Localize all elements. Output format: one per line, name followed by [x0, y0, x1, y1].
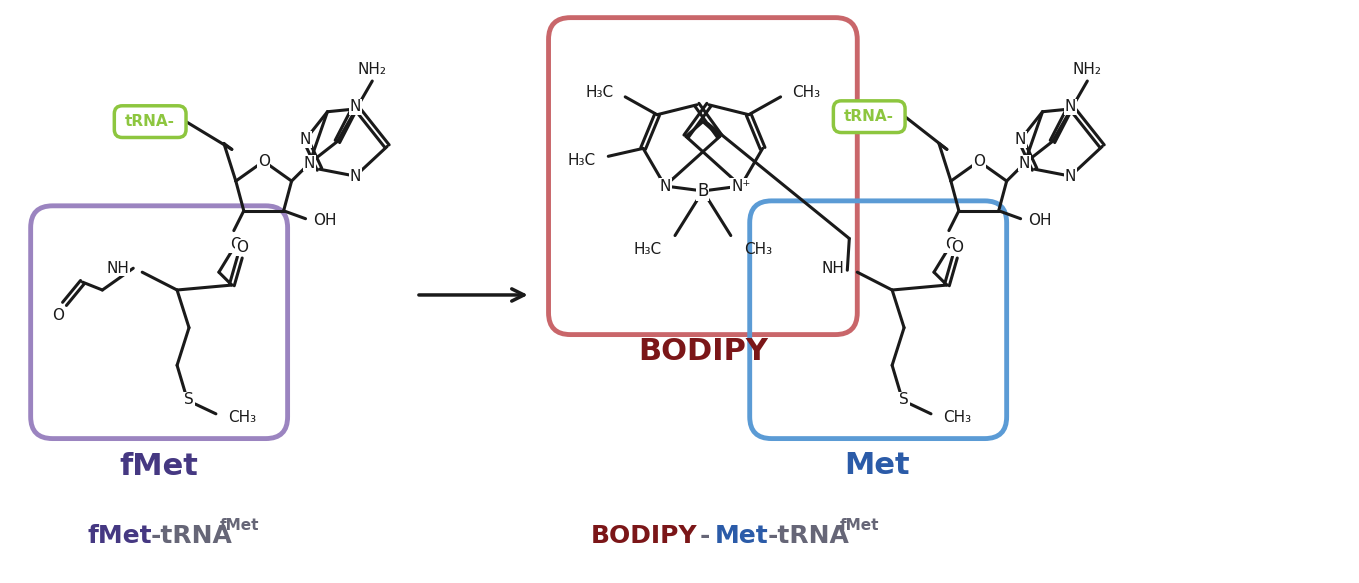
- Text: N: N: [349, 99, 361, 114]
- Text: B: B: [697, 182, 708, 200]
- Text: CH₃: CH₃: [228, 410, 255, 425]
- Text: O: O: [236, 240, 247, 255]
- Text: N: N: [1064, 99, 1076, 114]
- Text: CH₃: CH₃: [745, 242, 773, 257]
- Text: -: -: [700, 524, 711, 547]
- Text: BODIPY: BODIPY: [637, 337, 768, 366]
- Text: S: S: [183, 392, 194, 408]
- Text: CH₃: CH₃: [792, 86, 821, 100]
- Text: O: O: [951, 240, 964, 255]
- Text: NH: NH: [821, 261, 844, 276]
- Text: OH: OH: [314, 213, 337, 228]
- Text: O: O: [973, 154, 985, 168]
- Text: O: O: [53, 308, 64, 323]
- Text: N: N: [1015, 132, 1026, 147]
- Text: tRNA-: tRNA-: [844, 109, 894, 124]
- FancyBboxPatch shape: [833, 101, 905, 132]
- Text: O: O: [945, 237, 957, 252]
- Text: NH₂: NH₂: [1072, 62, 1102, 76]
- Text: -tRNA: -tRNA: [768, 524, 849, 547]
- Text: NH: NH: [106, 261, 129, 276]
- Text: H₃C: H₃C: [633, 242, 662, 257]
- Text: fMet: fMet: [220, 518, 260, 533]
- Text: N: N: [304, 156, 315, 171]
- Text: O: O: [230, 237, 242, 252]
- Text: tRNA-: tRNA-: [125, 114, 175, 129]
- Text: fMet: fMet: [840, 518, 879, 533]
- Text: O: O: [258, 154, 269, 168]
- Text: BODIPY: BODIPY: [590, 524, 697, 547]
- Text: H₃C: H₃C: [567, 153, 595, 168]
- Text: N: N: [1019, 156, 1030, 171]
- FancyBboxPatch shape: [114, 106, 186, 138]
- Text: H₃C: H₃C: [586, 86, 613, 100]
- Text: N⁺: N⁺: [731, 178, 750, 194]
- Text: fMet: fMet: [87, 524, 152, 547]
- Text: CH₃: CH₃: [943, 410, 972, 425]
- Text: -tRNA: -tRNA: [151, 524, 232, 547]
- Text: N: N: [1064, 168, 1076, 184]
- Text: OH: OH: [1029, 213, 1052, 228]
- Text: N: N: [659, 178, 671, 194]
- Text: fMet: fMet: [120, 452, 198, 481]
- Text: Met: Met: [844, 451, 911, 480]
- Text: Met: Met: [715, 524, 769, 547]
- Text: N: N: [300, 132, 311, 147]
- Text: NH₂: NH₂: [357, 62, 387, 76]
- Text: N: N: [349, 168, 361, 184]
- Text: S: S: [900, 392, 909, 408]
